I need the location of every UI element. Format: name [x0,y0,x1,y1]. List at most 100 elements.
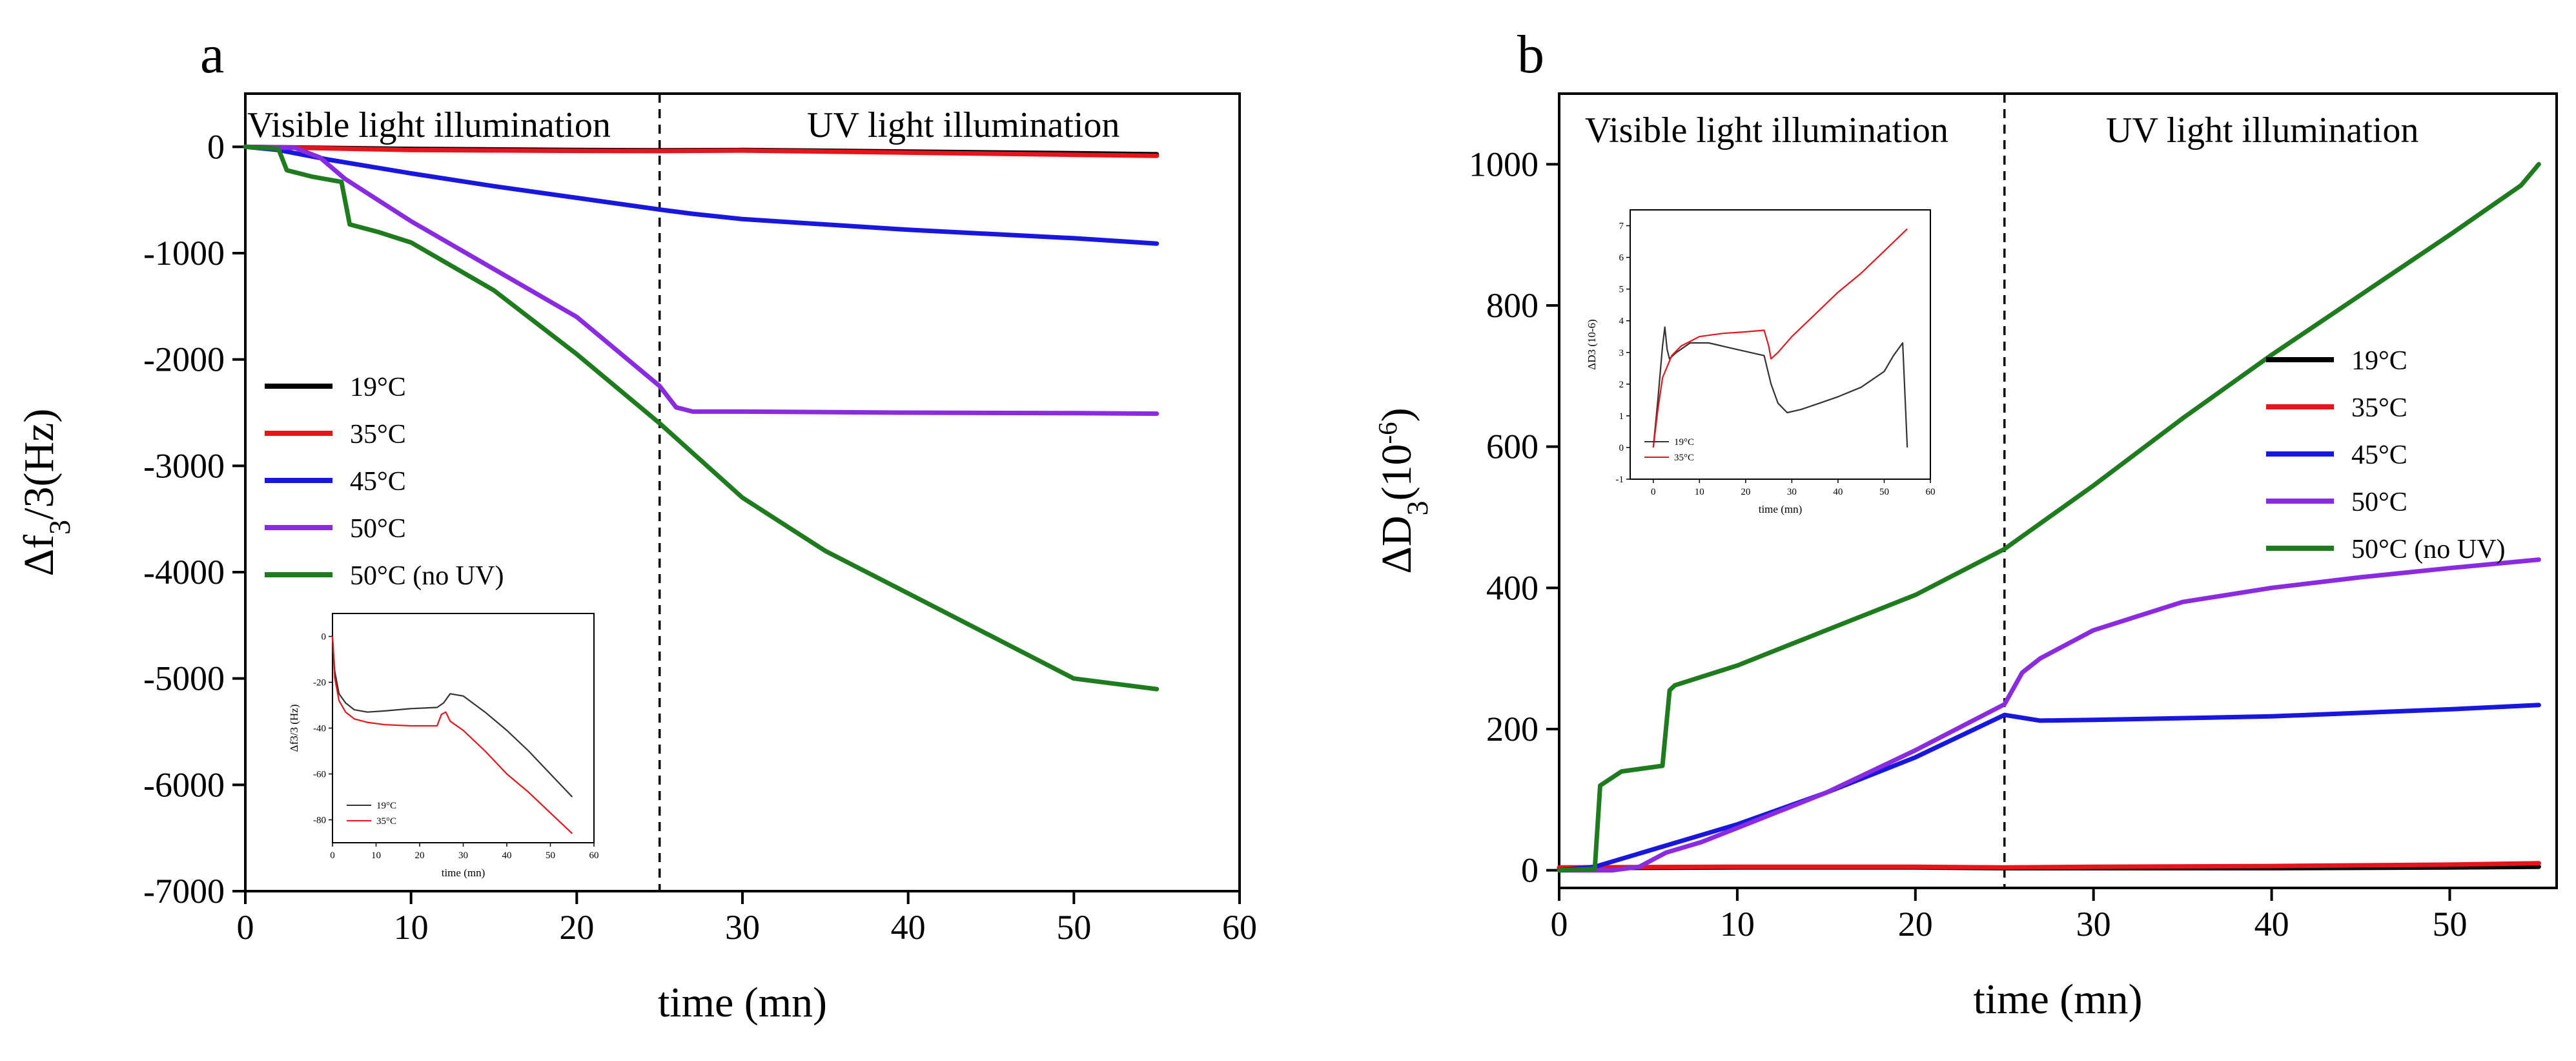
x-tick-label: 20 [1898,905,1933,943]
inset-y-tick-label: -80 [313,816,326,826]
y-axis-title: Δf3/3(Hz) [15,409,76,577]
x-tick-label: 0 [237,908,254,947]
inset-legend-label: 19°C [376,801,396,811]
panel-a-letter: a [200,25,224,85]
y-tick-label: 200 [1486,710,1538,748]
inset-x-axis-title: time (mn) [442,867,486,879]
inset-x-tick-label: 20 [1741,487,1750,497]
inset-y-tick-label: 7 [1619,221,1624,232]
y-tick-label: 1000 [1469,145,1538,183]
inset-series-line [331,636,573,834]
inset-y-axis-title: Δf3/3 (Hz) [288,705,300,752]
inset-x-tick-label: 50 [546,850,555,861]
inset-y-tick-label: 6 [1619,253,1624,263]
panel-a-plot-area: 0 10 20 30 40 50 600-1000-2000-3000-4000-5000-… [15,92,1257,1026]
y-tick-label: -4000 [143,553,225,592]
inset-y-tick-label: 3 [1619,348,1624,358]
inset-legend-label: 19°C [1674,437,1694,448]
y-tick-label: -3000 [143,446,225,485]
inset-x-tick-label: 60 [1926,487,1936,497]
inset-y-tick-label: 5 [1619,285,1624,295]
y-axis-title: ΔD3(10-6) [1373,407,1434,573]
inset-series-line [1652,228,1908,448]
x-tick-label: 60 [1222,908,1257,947]
series-line-45-c [1557,703,2541,873]
inset-x-tick-label: 50 [1879,487,1889,497]
x-tick-label: 50 [2432,905,2467,943]
inset-y-tick-label: -40 [313,724,326,734]
inset-y-tick-label: 4 [1619,316,1624,327]
inset-y-axis-title: ΔD3 (10-6) [1586,319,1598,369]
series-line-35-c [243,144,1160,158]
inset-series-line [331,636,573,798]
inset-series-line [1652,326,1908,448]
panel-a-legend: 19°C 35°C 45°C 50°C 50°C (no UV) [265,373,504,591]
inset-legend-label: 35°C [1674,453,1694,463]
inset-y-tick-label: 0 [322,632,327,643]
inset-x-tick-label: 30 [1787,487,1797,497]
x-tick-label: 20 [559,908,594,947]
panel-b-legend: 19°C 35°C 45°C 50°C 50°C (no UV) [2266,346,2505,564]
visible-light-annotation: Visible light illumination [1585,110,1948,150]
inset-legend-label: 35°C [376,816,396,827]
inset-frame [332,613,595,843]
panel-b-letter: b [1517,25,1544,85]
y-tick-label: -5000 [143,659,225,698]
y-tick-label: -1000 [143,234,225,273]
legend-entry-label: 19°C [2351,346,2407,376]
inset-x-axis-title: time (mn) [1759,503,1803,515]
panel-a-inset: 0 10 20 30 40 50 60 0 -20 -40 -60 -80 time (mn) Δf3/3… [288,613,599,879]
x-tick-label: 10 [394,908,429,947]
series-line-35-c [1557,861,2541,870]
y-tick-label: 600 [1486,427,1538,466]
inset-x-tick-label: 0 [1651,487,1656,497]
legend-entry-label: 35°C [350,420,406,449]
panel-b-inset: 0 10 20 30 40 50 60 -1 0 1 2 3 4 5 6 7 time (mn) ΔD3 (10-… [1586,209,1936,515]
legend-entry-label: 50°C (no UV) [350,561,504,591]
x-tick-label: 30 [2076,905,2111,943]
legend-entry-label: 45°C [2351,440,2407,470]
inset-x-tick-label: 0 [330,850,335,861]
inset-y-tick-label: 1 [1619,411,1624,422]
inset-x-tick-label: 40 [502,850,512,861]
inset-x-tick-label: 30 [458,850,468,861]
legend-entry-label: 50°C [2351,488,2407,517]
legend-entry-label: 45°C [350,467,406,497]
x-tick-label: 10 [1720,905,1755,943]
series-line-50-c-no-uv- [1557,161,2541,873]
inset-x-tick-label: 60 [589,850,599,861]
uv-light-annotation: UV light illumination [2106,110,2418,150]
x-tick-label: 40 [2254,905,2289,943]
x-tick-label: 30 [725,908,760,947]
x-axis-title: time (mn) [1973,976,2142,1023]
inset-y-tick-label: 2 [1619,380,1624,390]
y-tick-label: -6000 [143,765,225,804]
y-tick-label: 0 [207,127,225,166]
inset-x-tick-label: 10 [371,850,381,861]
y-tick-label: -2000 [143,340,225,379]
y-tick-label: -7000 [143,872,225,911]
y-tick-label: 400 [1486,568,1538,607]
y-tick-label: 800 [1486,286,1538,325]
inset-y-tick-label: -20 [313,678,326,688]
inset-y-tick-label: 0 [1619,443,1624,453]
x-tick-label: 0 [1551,905,1568,943]
series-line-50-c-no-uv- [243,144,1160,692]
plot-frame [1558,92,2558,889]
x-axis-title: time (mn) [658,979,827,1026]
x-tick-label: 40 [891,908,926,947]
inset-x-tick-label: 40 [1833,487,1843,497]
legend-entry-label: 50°C (no UV) [2351,535,2505,564]
series-line-50-c [243,144,1160,417]
series-line-50-c [1557,557,2541,873]
panel-a: a 0 10 20 30 40 50 600-1000-2000-3000-4000-500… [15,25,1257,1026]
uv-light-annotation: UV light illumination [807,105,1119,145]
inset-y-tick-label: -60 [313,770,326,780]
legend-entry-label: 35°C [2351,393,2407,423]
legend-entry-label: 19°C [350,373,406,402]
legend-entry-label: 50°C [350,514,406,544]
visible-light-annotation: Visible light illumination [247,105,611,145]
